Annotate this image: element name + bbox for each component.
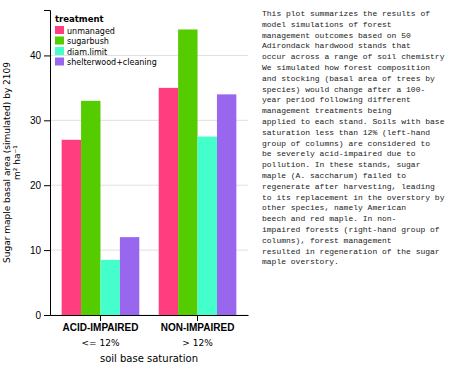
y-axis: 0 10 20 30 40 (30, 11, 51, 321)
bars (62, 29, 237, 315)
x-tick-label: ACID-IMPAIRED (63, 322, 139, 333)
bar (178, 29, 197, 315)
y-tick-label: 0 (35, 310, 41, 321)
y-tick-mark (44, 250, 50, 251)
legend-item: shelterwood+cleaning (55, 58, 157, 68)
y-tick: 40 (30, 50, 50, 61)
y-tick-label: 40 (30, 50, 42, 61)
x-axis: ACID-IMPAIRED NON-IMPAIRED (51, 315, 249, 333)
legend-item: sugarbush (55, 37, 109, 47)
y-tick-label: 20 (30, 180, 42, 191)
bar (198, 137, 217, 315)
legend-swatch (55, 47, 64, 55)
bar-series (100, 137, 216, 315)
annotation: This plot summarizes the results ofmodel… (262, 9, 445, 266)
y-tick: 20 (30, 180, 50, 191)
bar (100, 260, 119, 315)
x-tick-mark (197, 315, 198, 321)
bar-series (120, 94, 236, 315)
grid (50, 55, 248, 315)
y-tick: 30 (30, 115, 50, 126)
y-axis-line (44, 11, 51, 316)
x-tick-mark (100, 315, 101, 321)
y-tick-mark (44, 120, 50, 121)
y-tick: 10 (30, 245, 50, 256)
y-tick-mark (44, 185, 50, 186)
legend-label: shelterwood+cleaning (67, 58, 157, 67)
bar (81, 101, 100, 315)
x-axis-title: soil base saturation (100, 353, 198, 364)
plot: 0 10 20 30 40 ACID-IMPAIRED NON-IMPAIRED <= 12%… (30, 11, 249, 365)
bar-series (62, 88, 178, 315)
legend-label: sugarbush (67, 37, 109, 46)
bar (120, 237, 139, 315)
bar-series (81, 29, 197, 315)
x-tick-label: NON-IMPAIRED (161, 322, 235, 333)
x-tick: ACID-IMPAIRED (63, 315, 139, 333)
legend-swatch (55, 58, 64, 66)
bar (217, 94, 236, 315)
legend: treatment unmanagedsugarbush diam.limitshe… (55, 14, 157, 67)
legend-item: unmanaged (55, 26, 115, 36)
bar (159, 88, 178, 315)
x-axis-line (51, 315, 249, 316)
y-axis-title: Sugar maple basal area (simulated) by 21… (2, 62, 22, 263)
y-tick-label: 10 (30, 245, 42, 256)
legend-label: diam.limit (67, 48, 107, 57)
sub-label: <= 12% (81, 338, 119, 348)
sub-labels: <= 12% > 12% (81, 338, 213, 348)
legend-swatch (55, 26, 64, 34)
y-tick: 0 (35, 310, 50, 321)
x-tick: NON-IMPAIRED (161, 315, 235, 333)
legend-title: treatment (55, 14, 104, 24)
y-tick-mark (44, 315, 50, 316)
sub-label: > 12% (182, 338, 213, 348)
legend-item: diam.limit (55, 47, 107, 57)
legend-label: unmanaged (67, 27, 115, 36)
bar (62, 140, 81, 315)
y-tick-mark (44, 55, 50, 56)
legend-swatch (55, 37, 64, 45)
chart: 0 10 20 30 40 ACID-IMPAIRED NON-IMPAIRED <= 12%… (0, 0, 474, 371)
y-tick-label: 30 (30, 115, 42, 126)
